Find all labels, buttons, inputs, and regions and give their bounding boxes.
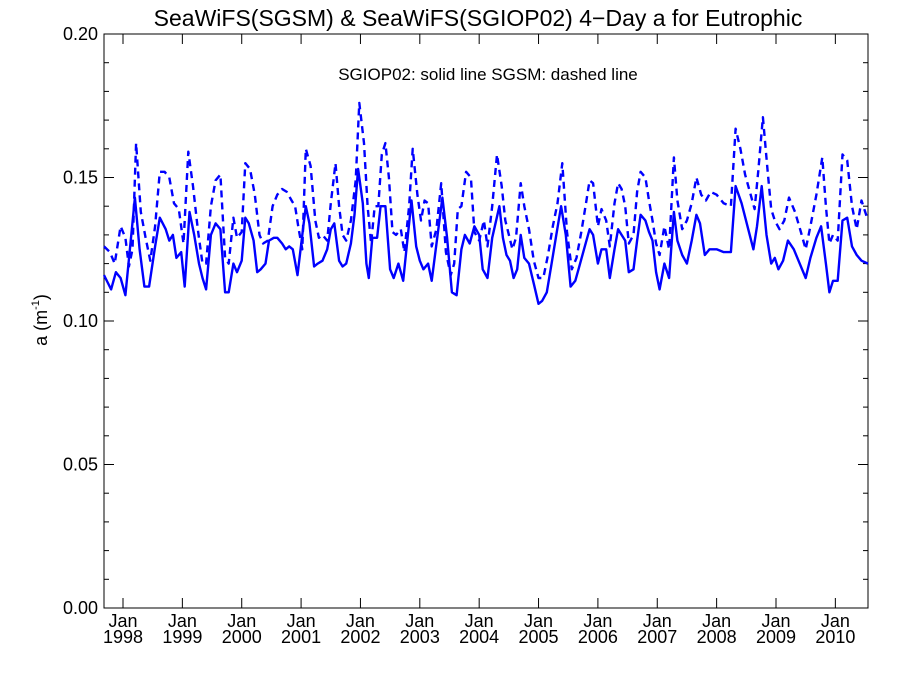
x-tick-month-label: Jan: [108, 611, 137, 631]
line-style-annotation: SGIOP02: solid line SGSM: dashed line: [338, 65, 638, 84]
x-tick-month-label: Jan: [583, 611, 612, 631]
y-tick-label: 0.00: [63, 598, 98, 618]
series-group: [102, 101, 870, 305]
y-axis: 0.00 0.05 0.10 0.15 0.20: [63, 24, 868, 618]
x-tick-month-label: Jan: [168, 611, 197, 631]
y-tick-label: 0.15: [63, 168, 98, 188]
x-tick-month-label: Jan: [702, 611, 731, 631]
x-tick-year-label: 2004: [459, 627, 499, 647]
y-axis-label: a (m-1): [30, 294, 51, 346]
chart-title: SeaWiFS(SGSM) & SeaWiFS(SGIOP02) 4−Day a…: [154, 5, 803, 31]
x-tick-year-label: 2007: [637, 627, 677, 647]
y-tick-label: 0.05: [63, 455, 98, 475]
x-tick-year-label: 1999: [162, 627, 202, 647]
x-tick-month-label: Jan: [287, 611, 316, 631]
y-axis-label-main: a (m: [31, 310, 51, 346]
series-line-sgiop02: [102, 167, 869, 305]
x-tick-month-label: Jan: [524, 611, 553, 631]
x-tick-year-label: 2010: [815, 627, 855, 647]
y-axis-label-close: ): [31, 294, 51, 300]
y-axis-label-exponent: -1: [30, 300, 42, 310]
x-tick-year-label: 2000: [222, 627, 262, 647]
plot-frame: [103, 33, 869, 609]
x-tick-year-label: 2006: [578, 627, 618, 647]
x-tick-year-label: 2009: [756, 627, 796, 647]
x-tick-year-label: 2008: [697, 627, 737, 647]
x-axis: Jan1998Jan1999Jan2000Jan2001Jan2002Jan20…: [103, 34, 855, 647]
x-tick-year-label: 2005: [519, 627, 559, 647]
x-tick-month-label: Jan: [405, 611, 434, 631]
y-tick-label: 0.20: [63, 24, 98, 44]
x-tick-year-label: 2001: [281, 627, 321, 647]
x-tick-month-label: Jan: [821, 611, 850, 631]
x-tick-month-label: Jan: [227, 611, 256, 631]
series-line-sgsm: [103, 101, 870, 280]
x-tick-year-label: 2002: [340, 627, 380, 647]
x-tick-year-label: 2003: [400, 627, 440, 647]
x-tick-month-label: Jan: [761, 611, 790, 631]
x-tick-month-label: Jan: [346, 611, 375, 631]
x-tick-month-label: Jan: [643, 611, 672, 631]
x-tick-month-label: Jan: [465, 611, 494, 631]
y-tick-label: 0.10: [63, 311, 98, 331]
x-tick-year-label: 1998: [103, 627, 143, 647]
